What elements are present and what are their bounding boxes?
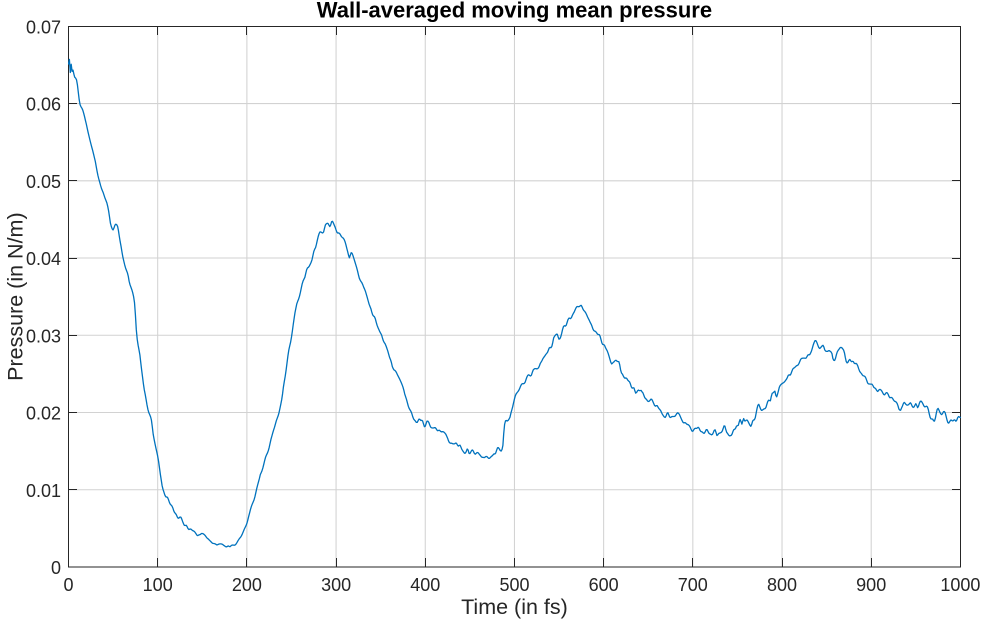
svg-text:Pressure (in N/m): Pressure (in N/m) bbox=[4, 212, 28, 380]
svg-text:0: 0 bbox=[63, 575, 73, 595]
svg-text:100: 100 bbox=[143, 575, 173, 595]
svg-text:500: 500 bbox=[499, 575, 529, 595]
svg-text:0.02: 0.02 bbox=[26, 404, 61, 424]
svg-text:0.04: 0.04 bbox=[26, 249, 61, 269]
svg-text:0.06: 0.06 bbox=[26, 95, 61, 115]
svg-text:700: 700 bbox=[678, 575, 708, 595]
svg-text:Time (in fs): Time (in fs) bbox=[461, 595, 568, 619]
svg-text:0.07: 0.07 bbox=[26, 17, 61, 37]
svg-text:0.01: 0.01 bbox=[26, 481, 61, 501]
svg-text:0.05: 0.05 bbox=[26, 172, 61, 192]
svg-text:300: 300 bbox=[321, 575, 351, 595]
svg-text:Wall-averaged moving mean pres: Wall-averaged moving mean pressure bbox=[317, 0, 712, 23]
svg-text:1000: 1000 bbox=[940, 575, 980, 595]
svg-text:0: 0 bbox=[51, 558, 61, 578]
svg-text:0.03: 0.03 bbox=[26, 326, 61, 346]
svg-text:200: 200 bbox=[232, 575, 262, 595]
svg-text:400: 400 bbox=[410, 575, 440, 595]
svg-text:800: 800 bbox=[767, 575, 797, 595]
svg-text:900: 900 bbox=[856, 575, 886, 595]
svg-text:600: 600 bbox=[589, 575, 619, 595]
